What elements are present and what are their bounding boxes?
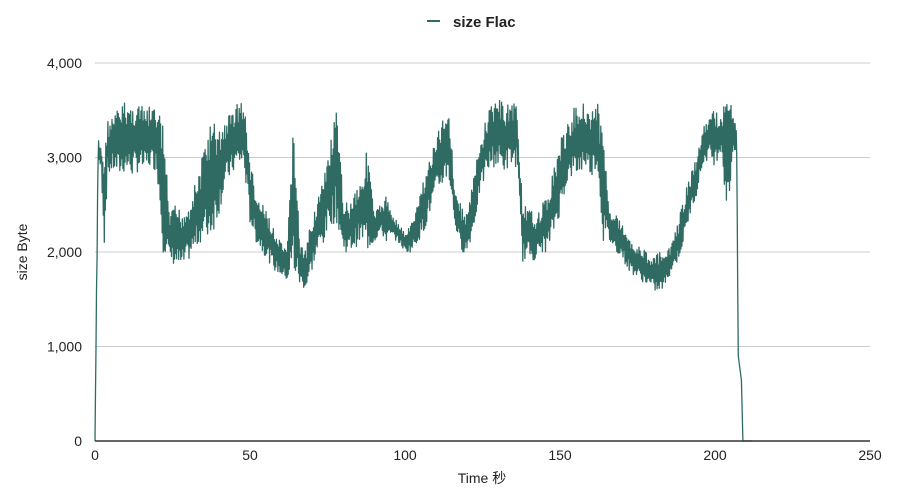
y-tick-label: 1,000 <box>47 339 82 355</box>
x-axis-ticks: 0 50 100 150 200 250 <box>91 447 882 463</box>
y-tick-label: 2,000 <box>47 244 82 260</box>
x-tick-label: 150 <box>548 447 572 463</box>
x-tick-label: 50 <box>242 447 258 463</box>
series-line-size-flac <box>94 99 753 442</box>
y-tick-label: 3,000 <box>47 150 82 166</box>
legend[interactable]: size Flac <box>427 14 516 31</box>
x-tick-label: 100 <box>393 447 417 463</box>
y-tick-label: 0 <box>74 433 82 449</box>
legend-label: size Flac <box>453 14 516 31</box>
y-tick-label: 4,000 <box>47 55 82 71</box>
y-axis-ticks: 0 1,000 2,000 3,000 4,000 <box>47 55 82 449</box>
x-tick-label: 250 <box>858 447 882 463</box>
y-axis-title: size Byte <box>14 223 30 280</box>
x-axis-title: Time 秒 <box>458 470 506 486</box>
x-tick-label: 200 <box>703 447 727 463</box>
x-tick-label: 0 <box>91 447 99 463</box>
